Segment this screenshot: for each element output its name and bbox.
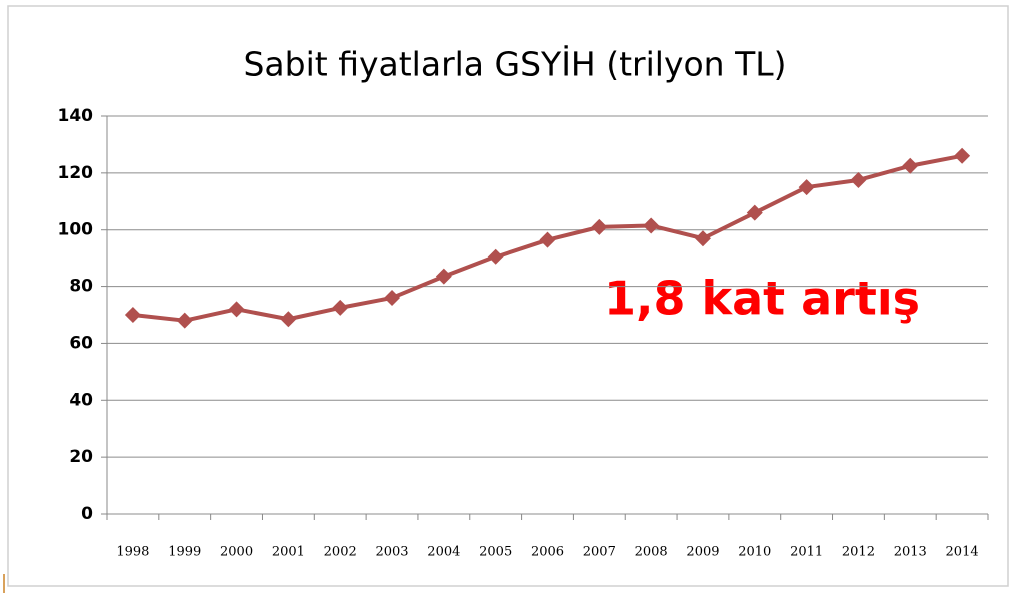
x-tick-label: 2010 [738, 545, 771, 560]
marker [384, 289, 401, 306]
y-tick-label: 40 [69, 390, 93, 410]
x-tick-label: 2003 [375, 545, 408, 560]
y-tick-label: 60 [69, 333, 93, 353]
x-tick-label: 2014 [946, 545, 979, 560]
marker [176, 312, 193, 329]
y-tick-label: 100 [58, 220, 94, 240]
marker [487, 248, 504, 265]
x-tick-label: 2013 [894, 545, 927, 560]
marker [124, 307, 141, 323]
marker [280, 311, 297, 328]
marker [435, 268, 452, 285]
x-tick-label: 1999 [168, 545, 201, 560]
marker [228, 301, 245, 318]
marker [902, 157, 919, 174]
y-tick-label: 140 [58, 106, 94, 126]
marker [746, 204, 763, 221]
x-tick-label: 1998 [116, 545, 149, 560]
marker [954, 147, 971, 164]
x-tick-label: 2011 [790, 545, 823, 560]
marker [591, 218, 608, 235]
chart-border [7, 5, 1009, 587]
y-tick-label: 120 [58, 163, 94, 183]
x-tick-label: 2002 [324, 545, 357, 560]
y-tick-label: 80 [69, 277, 93, 297]
x-tick-label: 2006 [531, 545, 564, 560]
marker [539, 231, 556, 248]
marker [850, 171, 867, 188]
x-tick-label: 2009 [686, 545, 719, 560]
marker [643, 217, 660, 234]
y-tick-label: 0 [81, 504, 93, 524]
x-tick-label: 2004 [427, 545, 460, 560]
x-tick-label: 2000 [220, 545, 253, 560]
chart-title: Sabit fiyatlarla GSYİH (trilyon TL) [243, 45, 786, 84]
x-tick-label: 2012 [842, 545, 875, 560]
marker [798, 179, 815, 196]
x-tick-label: 2005 [479, 545, 512, 560]
x-tick-label: 2008 [635, 545, 668, 560]
marker [694, 230, 711, 247]
x-tick-label: 2001 [272, 545, 305, 560]
annotation: 1,8 kat artış [604, 272, 920, 326]
marker [332, 299, 349, 316]
x-tick-label: 2007 [583, 545, 616, 560]
y-tick-label: 20 [69, 447, 93, 467]
